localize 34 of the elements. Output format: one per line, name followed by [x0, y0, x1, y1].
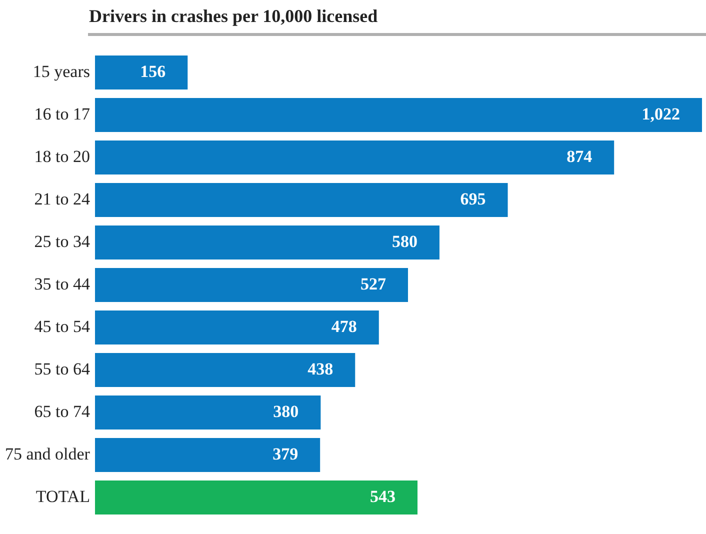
y-tick-label: 15 years	[32, 62, 90, 81]
chart-title: Drivers in crashes per 10,000 licensed	[89, 6, 378, 27]
data-label: 543	[370, 486, 396, 506]
y-tick-label: TOTAL	[36, 487, 90, 506]
bar	[94, 480, 418, 515]
y-tick-label: 18 to 20	[34, 146, 90, 166]
bar	[94, 268, 408, 302]
y-tick-label: 65 to 74	[34, 402, 90, 421]
bar	[94, 55, 188, 90]
data-label: 156	[140, 62, 166, 81]
data-label: 527	[360, 274, 386, 294]
bar	[94, 396, 321, 430]
y-tick-label: 75 and older	[4, 444, 90, 464]
y-tick-label: 16 to 17	[34, 104, 90, 124]
bar	[94, 140, 614, 174]
data-label: 874	[566, 146, 593, 166]
data-label: 695	[460, 189, 486, 208]
data-label: 380	[273, 402, 299, 421]
data-label: 478	[331, 316, 357, 336]
y-tick-label: 45 to 54	[34, 316, 90, 336]
data-label: 379	[272, 444, 298, 464]
y-tick-label: 21 to 24	[34, 189, 90, 208]
bar	[94, 310, 379, 345]
bar	[94, 182, 508, 217]
y-tick-label: 25 to 34	[34, 232, 90, 251]
bar	[94, 438, 320, 472]
y-tick-label: 55 to 64	[34, 359, 90, 378]
y-tick-label: 35 to 44	[34, 274, 90, 294]
data-label: 580	[392, 232, 418, 251]
data-label: 438	[308, 359, 334, 378]
bar	[94, 98, 702, 132]
data-label: 1,022	[642, 104, 680, 124]
bar	[94, 353, 356, 388]
bar	[94, 225, 440, 260]
